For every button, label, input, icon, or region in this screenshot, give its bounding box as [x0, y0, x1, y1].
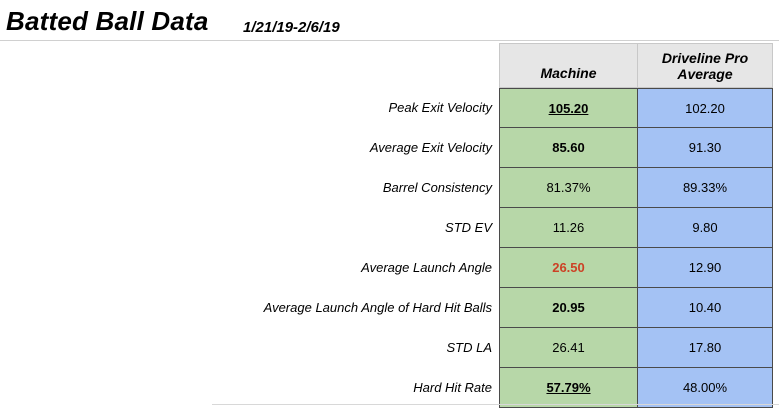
- row-label: Peak Exit Velocity: [388, 100, 492, 115]
- row-label: Average Launch Angle of Hard Hit Balls: [263, 300, 492, 315]
- row-label: STD EV: [445, 220, 492, 235]
- row-label: Barrel Consistency: [382, 180, 492, 195]
- machine-value: 26.41: [499, 328, 638, 368]
- machine-value: 11.26: [499, 208, 638, 248]
- table-row: STD EV 11.26 9.80: [212, 208, 773, 248]
- row-label: Average Launch Angle: [361, 260, 492, 275]
- driveline-value: 48.00%: [638, 368, 773, 408]
- driveline-value: 91.30: [638, 128, 773, 168]
- column-header-machine-label: Machine: [540, 65, 597, 81]
- column-header-driveline-line2: Average: [677, 65, 733, 82]
- driveline-value: 9.80: [638, 208, 773, 248]
- footer-divider: [212, 404, 779, 405]
- data-table: Peak Exit Velocity 105.20 102.20 Average…: [212, 88, 773, 408]
- row-label: STD LA: [446, 340, 492, 355]
- page-title: Batted Ball Data: [6, 6, 209, 36]
- machine-value: 20.95: [499, 288, 638, 328]
- table-row: Average Exit Velocity 85.60 91.30: [212, 128, 773, 168]
- column-header-machine: Machine: [499, 43, 638, 88]
- column-header-driveline: Driveline Pro Average: [638, 43, 773, 88]
- driveline-value: 17.80: [638, 328, 773, 368]
- table-row: Average Launch Angle 26.50 12.90: [212, 248, 773, 288]
- machine-value: 105.20: [499, 88, 638, 128]
- column-header-driveline-line1: Driveline Pro: [661, 49, 749, 66]
- table-row: Barrel Consistency 81.37% 89.33%: [212, 168, 773, 208]
- driveline-value: 89.33%: [638, 168, 773, 208]
- date-range: 1/21/19-2/6/19: [243, 19, 340, 36]
- machine-value: 57.79%: [499, 368, 638, 408]
- table-row: Peak Exit Velocity 105.20 102.20: [212, 88, 773, 128]
- machine-value: 81.37%: [499, 168, 638, 208]
- header-divider: [0, 40, 779, 41]
- driveline-value: 102.20: [638, 88, 773, 128]
- machine-value: 85.60: [499, 128, 638, 168]
- row-label: Average Exit Velocity: [369, 140, 492, 155]
- table-row: STD LA 26.41 17.80: [212, 328, 773, 368]
- driveline-value: 10.40: [638, 288, 773, 328]
- machine-value: 26.50: [499, 248, 638, 288]
- driveline-value: 12.90: [638, 248, 773, 288]
- row-label: Hard Hit Rate: [413, 380, 492, 395]
- table-row: Average Launch Angle of Hard Hit Balls 2…: [212, 288, 773, 328]
- table-row: Hard Hit Rate 57.79% 48.00%: [212, 368, 773, 408]
